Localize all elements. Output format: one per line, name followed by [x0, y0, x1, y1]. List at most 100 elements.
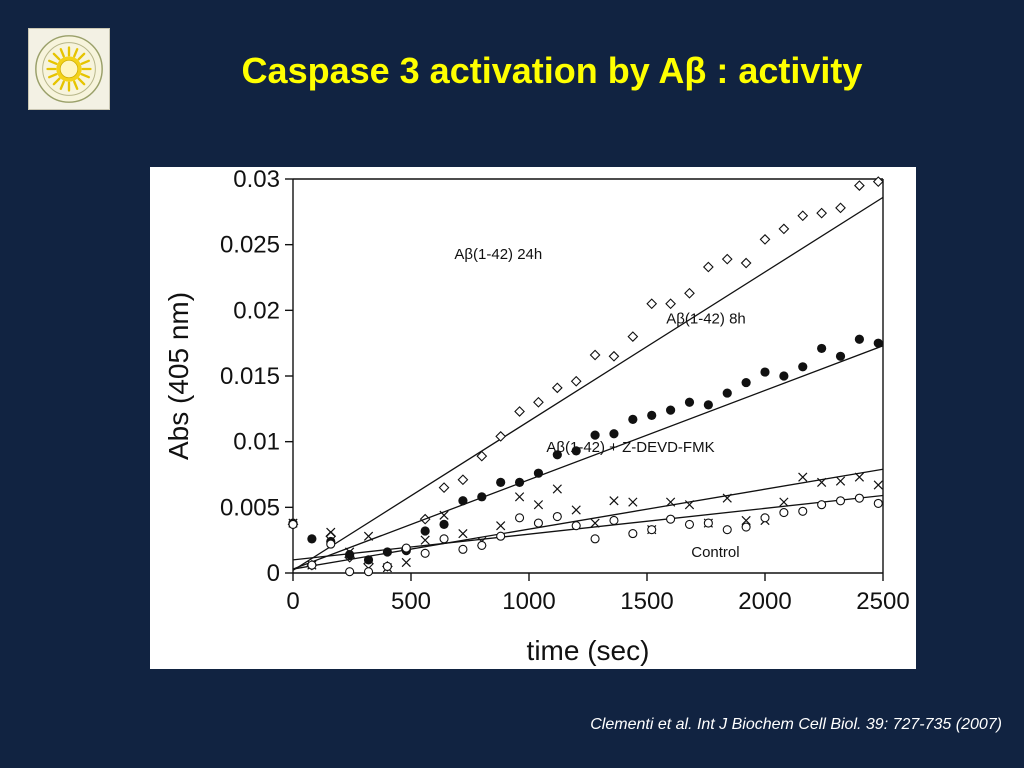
data-point	[741, 377, 751, 388]
fit-line	[293, 196, 883, 571]
data-point	[363, 555, 374, 565]
data-point	[496, 521, 506, 531]
data-point	[798, 362, 808, 372]
data-point	[345, 567, 355, 577]
data-point	[514, 406, 525, 417]
data-point	[779, 497, 789, 507]
data-point	[703, 400, 713, 410]
data-point	[420, 535, 430, 545]
y-tick-label: 0.03	[233, 167, 280, 193]
data-point	[457, 474, 469, 486]
data-point	[666, 514, 676, 524]
data-point	[835, 476, 846, 486]
data-point	[722, 525, 732, 535]
data-point	[589, 349, 601, 361]
data-point	[647, 525, 657, 535]
data-point	[401, 557, 411, 568]
data-point	[817, 343, 827, 354]
data-point	[702, 261, 714, 273]
data-point	[798, 506, 808, 516]
data-point	[873, 498, 883, 508]
y-tick-label: 0.01	[233, 429, 280, 456]
data-point	[835, 202, 846, 214]
university-seal-icon	[28, 28, 110, 110]
data-point	[608, 350, 620, 362]
data-point	[533, 468, 544, 478]
x-tick-label: 2000	[738, 588, 791, 615]
data-point	[439, 510, 449, 520]
data-point	[590, 430, 600, 440]
data-point	[627, 331, 639, 342]
data-point	[439, 519, 449, 530]
data-point	[817, 500, 827, 510]
data-point	[496, 531, 506, 541]
data-point	[363, 531, 374, 541]
data-point	[514, 492, 525, 502]
series-open-diamond	[287, 176, 884, 572]
data-point	[571, 446, 581, 456]
data-point	[307, 560, 317, 570]
data-point	[816, 207, 828, 219]
data-point	[854, 493, 864, 503]
series-label: Aβ(1-42) 8h	[666, 310, 746, 327]
data-point	[477, 540, 487, 550]
data-point	[458, 544, 468, 554]
data-point	[628, 414, 638, 424]
data-point	[798, 472, 808, 482]
data-point	[590, 534, 600, 544]
data-point	[439, 534, 449, 544]
data-point	[571, 505, 581, 515]
data-point	[684, 500, 695, 510]
citation: Clementi et al. Int J Biochem Cell Biol.…	[590, 716, 1002, 733]
x-tick-label: 2500	[856, 588, 909, 615]
data-point	[854, 180, 865, 191]
data-point	[420, 526, 430, 536]
data-point	[778, 223, 790, 235]
data-point	[438, 482, 450, 494]
data-point	[552, 511, 562, 522]
data-point	[646, 298, 658, 310]
x-tick-label: 1000	[502, 588, 555, 615]
data-point	[779, 508, 789, 518]
data-point	[609, 515, 619, 526]
y-tick-label: 0.015	[220, 363, 280, 390]
series-cross	[288, 468, 883, 573]
data-point	[684, 519, 695, 529]
data-point	[533, 500, 544, 510]
data-point	[665, 497, 676, 507]
series-label: Aβ(1-42) 24h	[454, 246, 542, 263]
data-point	[722, 388, 732, 398]
y-tick-label: 0	[267, 560, 280, 587]
data-point	[571, 521, 581, 531]
data-point	[740, 257, 752, 269]
series-open-circle	[288, 493, 883, 577]
data-point	[401, 543, 411, 553]
data-point	[873, 338, 883, 348]
fit-line	[293, 494, 883, 561]
data-point	[307, 534, 317, 544]
y-tick-label: 0.025	[220, 232, 280, 259]
data-point	[345, 550, 355, 560]
data-point	[760, 367, 770, 377]
data-point	[703, 518, 713, 528]
data-point	[872, 176, 884, 188]
data-point	[665, 298, 676, 310]
series-label: Aβ(1-42) + Z-DEVD-FMK	[546, 439, 714, 456]
data-point	[514, 477, 525, 487]
data-point	[495, 431, 507, 442]
data-point	[345, 547, 355, 557]
x-tick-label: 500	[391, 588, 431, 615]
data-point	[628, 529, 638, 539]
data-point	[326, 539, 336, 549]
data-point	[458, 528, 468, 539]
data-point	[721, 253, 733, 265]
data-point	[854, 472, 865, 482]
fit-line	[293, 345, 883, 570]
data-point	[779, 371, 789, 381]
data-point	[326, 527, 336, 537]
caspase-activity-chart: 0 0.005 0.01 0.015 0.02 0.025 0.03 0 500 1000 1500…	[150, 167, 916, 669]
data-point	[382, 561, 392, 571]
data-point	[759, 234, 771, 245]
data-point	[854, 334, 865, 344]
data-point	[684, 287, 695, 299]
